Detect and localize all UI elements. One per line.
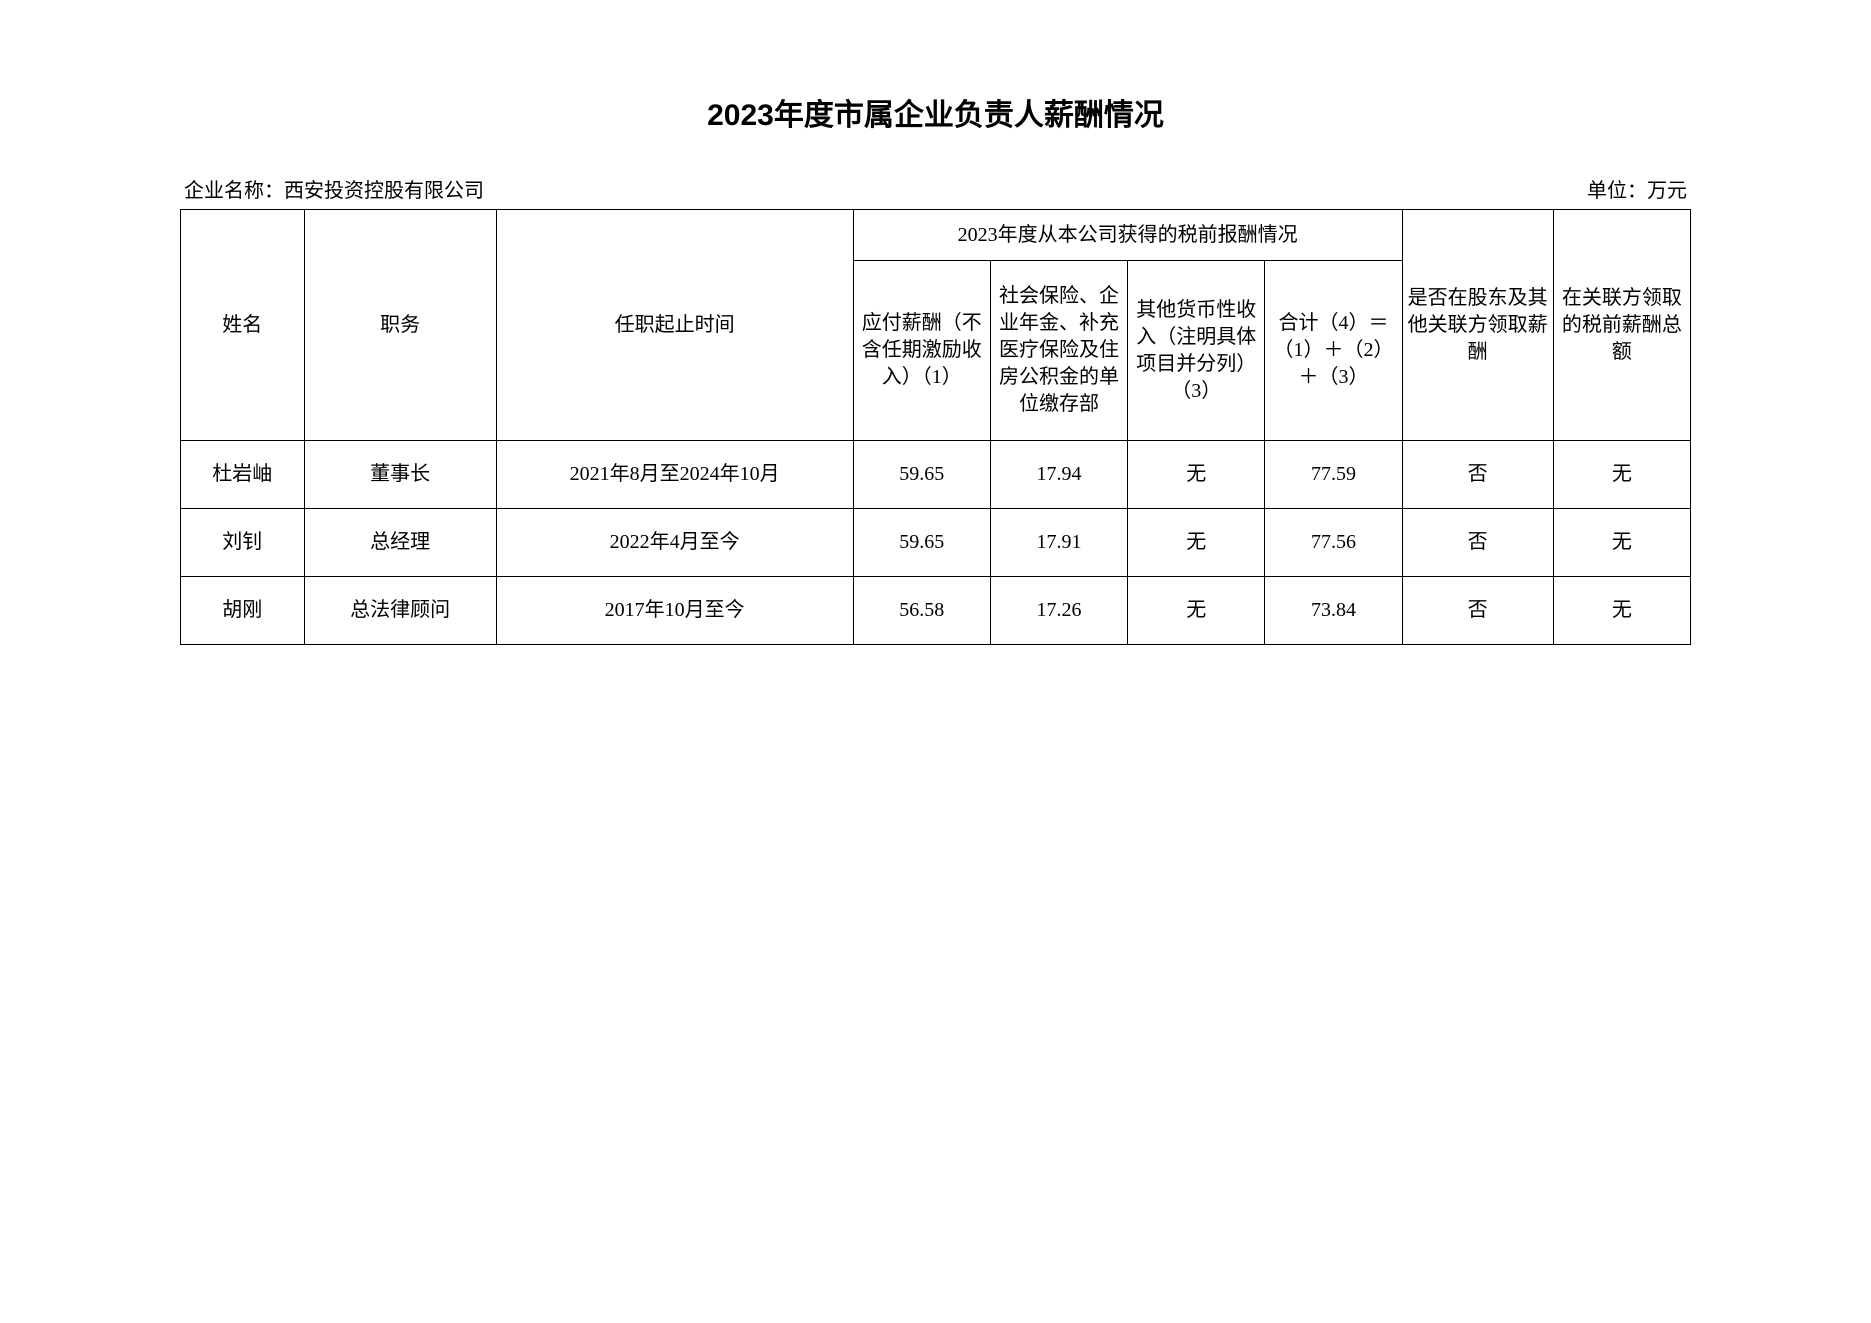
cell-flag: 否	[1402, 577, 1553, 645]
document-title: 2023年度市属企业负责人薪酬情况	[180, 90, 1691, 134]
cell-term: 2017年10月至今	[496, 577, 853, 645]
cell-name: 胡刚	[181, 577, 305, 645]
table-row: 刘钊 总经理 2022年4月至今 59.65 17.91 无 77.56 否 无	[181, 509, 1691, 577]
th-last: 在关联方领取的税前薪酬总额	[1553, 210, 1690, 441]
cell-term: 2022年4月至今	[496, 509, 853, 577]
cell-c1: 56.58	[853, 577, 990, 645]
th-c2: 社会保险、企业年金、补充医疗保险及住房公积金的单位缴存部	[990, 261, 1127, 441]
cell-c4: 77.56	[1265, 509, 1402, 577]
th-flag: 是否在股东及其他关联方领取薪酬	[1402, 210, 1553, 441]
th-position: 职务	[304, 210, 496, 441]
table-row: 杜岩岫 董事长 2021年8月至2024年10月 59.65 17.94 无 7…	[181, 441, 1691, 509]
cell-last: 无	[1553, 441, 1690, 509]
th-group: 2023年度从本公司获得的税前报酬情况	[853, 210, 1402, 261]
cell-last: 无	[1553, 509, 1690, 577]
cell-term: 2021年8月至2024年10月	[496, 441, 853, 509]
cell-flag: 否	[1402, 441, 1553, 509]
page: 2023年度市属企业负责人薪酬情况 企业名称：西安投资控股有限公司 单位：万元 …	[0, 0, 1871, 645]
cell-c4: 73.84	[1265, 577, 1402, 645]
cell-position: 总法律顾问	[304, 577, 496, 645]
cell-c3: 无	[1128, 441, 1265, 509]
unit-value: 万元	[1647, 180, 1687, 202]
cell-last: 无	[1553, 577, 1690, 645]
cell-name: 刘钊	[181, 509, 305, 577]
cell-c3: 无	[1128, 577, 1265, 645]
cell-c1: 59.65	[853, 441, 990, 509]
salary-table: 姓名 职务 任职起止时间 2023年度从本公司获得的税前报酬情况 是否在股东及其…	[180, 209, 1691, 645]
cell-c2: 17.91	[990, 509, 1127, 577]
th-name: 姓名	[181, 210, 305, 441]
cell-name: 杜岩岫	[181, 441, 305, 509]
cell-flag: 否	[1402, 509, 1553, 577]
company-block: 企业名称：西安投资控股有限公司	[184, 174, 484, 203]
th-c1: 应付薪酬（不含任期激励收入）（1）	[853, 261, 990, 441]
th-c4: 合计（4）＝（1）＋（2）＋（3）	[1265, 261, 1402, 441]
cell-c2: 17.26	[990, 577, 1127, 645]
company-name: 西安投资控股有限公司	[284, 180, 484, 202]
unit-block: 单位：万元	[1587, 174, 1687, 203]
cell-c4: 77.59	[1265, 441, 1402, 509]
cell-c3: 无	[1128, 509, 1265, 577]
cell-c1: 59.65	[853, 509, 990, 577]
table-row: 胡刚 总法律顾问 2017年10月至今 56.58 17.26 无 73.84 …	[181, 577, 1691, 645]
meta-row: 企业名称：西安投资控股有限公司 单位：万元	[180, 174, 1691, 203]
th-term: 任职起止时间	[496, 210, 853, 441]
cell-c2: 17.94	[990, 441, 1127, 509]
cell-position: 董事长	[304, 441, 496, 509]
cell-position: 总经理	[304, 509, 496, 577]
unit-label: 单位：	[1587, 180, 1647, 202]
th-c3: 其他货币性收入（注明具体项目并分列）（3）	[1128, 261, 1265, 441]
company-label: 企业名称：	[184, 180, 284, 202]
